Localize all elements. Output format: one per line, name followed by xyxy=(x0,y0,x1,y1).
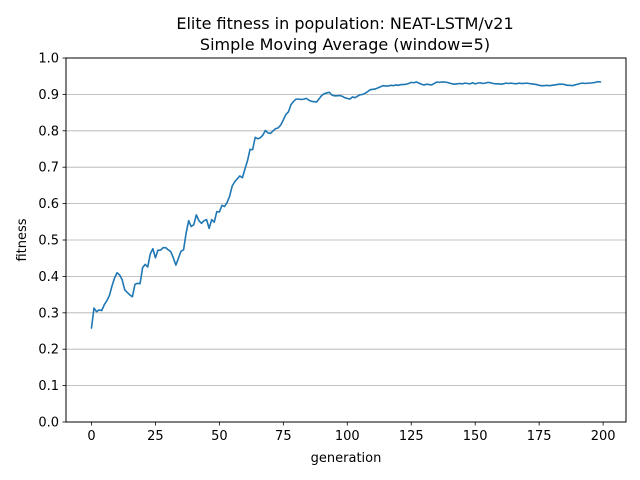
y-tick-label: 0.5 xyxy=(38,234,59,249)
y-tick-label: 0.3 xyxy=(38,306,59,321)
x-tick-label: 175 xyxy=(527,429,552,444)
series-layer xyxy=(90,80,602,329)
chart-subtitle: Simple Moving Average (window=5) xyxy=(200,35,490,54)
x-tick-label: 150 xyxy=(463,429,488,444)
x-tick-label: 0 xyxy=(87,429,95,444)
y-tick-label: 0.6 xyxy=(38,197,59,212)
x-tick-label: 25 xyxy=(147,429,164,444)
chart-title: Elite fitness in population: NEAT-LSTM/v… xyxy=(176,14,513,33)
y-tick-label: 0.2 xyxy=(38,343,59,358)
x-tick-label: 100 xyxy=(335,429,360,444)
x-tick-label: 200 xyxy=(591,429,616,444)
y-tick-label: 0.9 xyxy=(38,88,59,103)
x-tick-label: 125 xyxy=(399,429,424,444)
y-tick-label: 0.1 xyxy=(38,379,59,394)
y-tick-label: 0.7 xyxy=(38,161,59,176)
y-tick-label: 0.4 xyxy=(38,270,59,285)
x-axis-ticks: 0 25 50 75 100 125 150 175 200 xyxy=(87,422,616,444)
x-tick-label: 75 xyxy=(275,429,292,444)
y-axis-ticks: 0.0 0.1 0.2 0.3 0.4 0.5 0.6 0.7 0.8 0.9 1.0 xyxy=(38,52,66,431)
x-tick-label: 50 xyxy=(211,429,228,444)
y-tick-label: 0.0 xyxy=(38,416,59,431)
y-axis-label: fitness xyxy=(15,218,30,261)
y-tick-label: 0.8 xyxy=(38,124,59,139)
y-tick-label: 1.0 xyxy=(38,52,59,67)
x-axis-label: generation xyxy=(311,451,382,466)
series-line xyxy=(90,80,602,329)
